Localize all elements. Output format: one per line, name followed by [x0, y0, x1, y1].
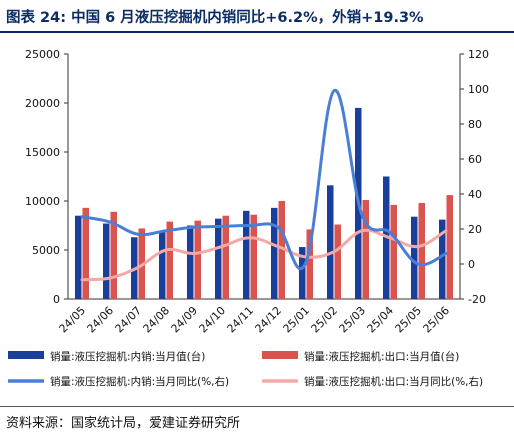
title-divider	[0, 31, 514, 33]
x-tick-label: 24/09	[169, 304, 201, 336]
x-tick-label: 25/02	[309, 304, 341, 336]
x-tick-label: 24/10	[197, 304, 229, 336]
bar-export	[222, 215, 229, 299]
bar-export	[390, 204, 397, 299]
right-axis-ticks: -20 0 20 40 60 80 100 120	[460, 48, 489, 306]
bar-domestic	[439, 219, 446, 299]
bar-domestic	[411, 216, 418, 299]
left-tick-label: 20000	[25, 97, 60, 110]
bar-export	[362, 200, 369, 299]
right-tick-label: -20	[468, 293, 486, 306]
x-tick-label: 24/12	[253, 304, 285, 336]
bar-domestic	[271, 207, 278, 299]
line-export-yoy	[80, 228, 448, 282]
x-tick-label: 24/06	[85, 304, 117, 336]
bar-export	[278, 201, 285, 299]
legend: 销量:液压挖掘机:内销:当月值(台) 销量:液压挖掘机:出口:当月值(台) 销量:液…	[8, 350, 483, 388]
left-tick-label: 5000	[32, 244, 60, 257]
chart-frame	[67, 54, 461, 300]
right-tick-label: 60	[468, 153, 482, 166]
right-tick-label: 40	[468, 188, 482, 201]
source-divider	[0, 406, 514, 407]
x-tick-label: 24/11	[225, 304, 257, 336]
x-tick-label: 24/08	[141, 304, 173, 336]
right-tick-label: 120	[468, 48, 489, 61]
x-tick-label: 25/03	[337, 304, 369, 336]
bar-export	[110, 211, 117, 299]
bar-export	[446, 195, 453, 299]
bar-export	[166, 221, 173, 299]
left-tick-label: 25000	[25, 48, 60, 61]
bar-domestic	[215, 218, 222, 299]
left-tick-label: 15000	[25, 146, 60, 159]
left-tick-label: 10000	[25, 195, 60, 208]
x-axis-ticks: 24/0524/0624/0724/0824/0924/1024/1124/12…	[57, 304, 453, 336]
right-tick-label: 0	[468, 258, 475, 271]
legend-label: 销量:液压挖掘机:内销:当月值(台)	[50, 350, 205, 363]
bar-domestic	[103, 223, 110, 299]
page-title: 图表 24: 中国 6 月液压挖掘机内销同比+6.2%，外销+19.3%	[6, 10, 424, 26]
x-tick-label: 25/06	[421, 304, 453, 336]
x-tick-label: 25/04	[365, 304, 397, 336]
bar-domestic	[327, 185, 334, 299]
bar-export	[306, 229, 313, 299]
right-tick-label: 80	[468, 118, 482, 131]
line-series	[80, 89, 448, 282]
line-domestic-yoy	[80, 89, 448, 271]
bar-domestic	[159, 232, 166, 299]
right-tick-label: 20	[468, 223, 482, 236]
legend-label: 销量:液压挖掘机:出口:当月同比(%,右)	[304, 375, 483, 388]
x-tick-label: 24/07	[113, 304, 145, 336]
right-tick-label: 100	[468, 83, 489, 96]
bar-domestic	[187, 225, 194, 299]
bar-domestic	[299, 247, 306, 299]
chart: 0 5000 10000 15000 20000 25000 -20 0 20 40 60 80 10…	[8, 48, 489, 388]
legend-label: 销量:液压挖掘机:出口:当月值(台)	[304, 350, 459, 363]
left-axis-ticks: 0 5000 10000 15000 20000 25000	[25, 48, 68, 306]
x-tick-label: 24/05	[57, 304, 89, 336]
bar-export	[418, 202, 425, 299]
bar-export	[334, 224, 341, 299]
source-note: 资料来源：国家统计局，爱建证券研究所	[6, 416, 241, 431]
legend-swatch-bar	[262, 351, 298, 359]
legend-label: 销量:液压挖掘机:内销:当月同比(%,右)	[50, 375, 229, 388]
bar-export	[194, 220, 201, 299]
bar-domestic	[75, 215, 82, 299]
x-tick-label: 25/05	[393, 304, 425, 336]
bar-export	[250, 214, 257, 299]
legend-swatch-bar	[8, 351, 44, 359]
x-tick-label: 25/01	[281, 304, 313, 336]
bar-domestic	[243, 210, 250, 299]
left-tick-label: 0	[53, 293, 60, 306]
bar-export	[82, 207, 89, 299]
